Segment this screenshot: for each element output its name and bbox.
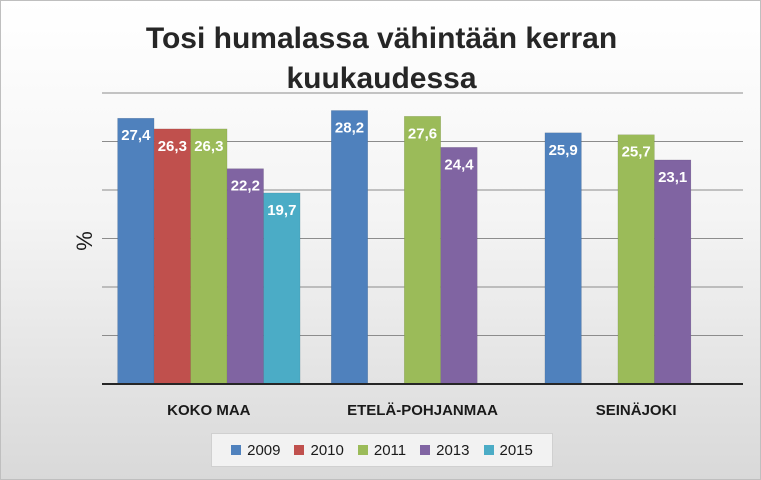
category-labels: KOKO MAA ETELÄ-POHJANMAA SEINÄJOKI xyxy=(167,402,676,419)
chart-title: Tosi humalassa vähintään kerran kuukaude… xyxy=(1,19,761,99)
legend-item-2010: 2010 xyxy=(294,441,344,459)
data-label-koko-maa-2013: 22,2 xyxy=(231,178,260,195)
category-label-koko-maa: KOKO MAA xyxy=(167,402,250,419)
category-label-etela-pohjanmaa: ETELÄ-POHJANMAA xyxy=(347,402,498,419)
legend-label: 2011 xyxy=(373,441,407,459)
chart-title-line-1: Tosi humalassa vähintään kerran xyxy=(145,22,618,55)
legend-swatch xyxy=(420,445,431,455)
data-label-koko-maa-2015: 19,7 xyxy=(267,202,296,219)
bar-etela-pohjanmaa-2013 xyxy=(440,147,478,385)
data-label-etela-pohjanmaa-2009: 28,2 xyxy=(335,119,364,136)
legend-swatch xyxy=(483,445,494,455)
data-label-koko-maa-2009: 27,4 xyxy=(121,127,151,144)
bar-etela-pohjanmaa-2009 xyxy=(331,110,368,385)
bar-seinajoki-2013 xyxy=(654,159,692,385)
legend-item-2011: 2011 xyxy=(357,441,407,459)
data-label-koko-maa-2011: 26,3 xyxy=(194,138,223,155)
data-label-seinajoki-2009: 25,9 xyxy=(549,142,578,159)
data-label-koko-maa-2010: 26,3 xyxy=(158,138,187,155)
legend: 2009 2010 2011 2013 2015 xyxy=(211,433,553,467)
bar-koko-maa-2011 xyxy=(190,128,228,385)
bar-koko-maa-2009 xyxy=(117,117,155,385)
data-label-etela-pohjanmaa-2011: 27,6 xyxy=(408,125,437,142)
data-label-etela-pohjanmaa-2013: 24,4 xyxy=(444,156,474,173)
legend-label: 2010 xyxy=(310,441,344,459)
bar-koko-maa-2015 xyxy=(263,192,301,385)
legend-swatch xyxy=(294,445,305,455)
chart-title-line-2: kuukaudessa xyxy=(286,62,477,95)
bars: 27,4 26,3 26,3 22,2 19,7 28,2 27,6 24,4 25,9 25,7… xyxy=(117,110,692,385)
legend-label: 2013 xyxy=(436,441,470,459)
bar-seinajoki-2009 xyxy=(544,132,582,385)
legend-item-2009: 2009 xyxy=(231,442,280,459)
data-label-seinajoki-2011: 25,7 xyxy=(622,144,651,161)
bar-koko-maa-2010 xyxy=(153,128,191,385)
category-label-seinajoki: SEINÄJOKI xyxy=(596,402,677,419)
bar-etela-pohjanmaa-2011 xyxy=(404,116,441,385)
y-axis-label: % xyxy=(72,231,97,251)
bar-koko-maa-2013 xyxy=(226,168,264,385)
bar-chart-plot: 27,4 26,3 26,3 22,2 19,7 28,2 27,6 24,4 25,9 25,7… xyxy=(72,92,743,419)
legend-item-2013: 2013 xyxy=(420,441,470,459)
legend-swatch xyxy=(231,445,242,455)
legend-swatch xyxy=(357,445,368,455)
legend-label: 2009 xyxy=(247,441,281,459)
legend-item-2015: 2015 xyxy=(483,441,533,459)
bar-seinajoki-2011 xyxy=(617,134,655,385)
legend-label: 2015 xyxy=(499,441,533,459)
data-label-seinajoki-2013: 23,1 xyxy=(658,169,687,186)
